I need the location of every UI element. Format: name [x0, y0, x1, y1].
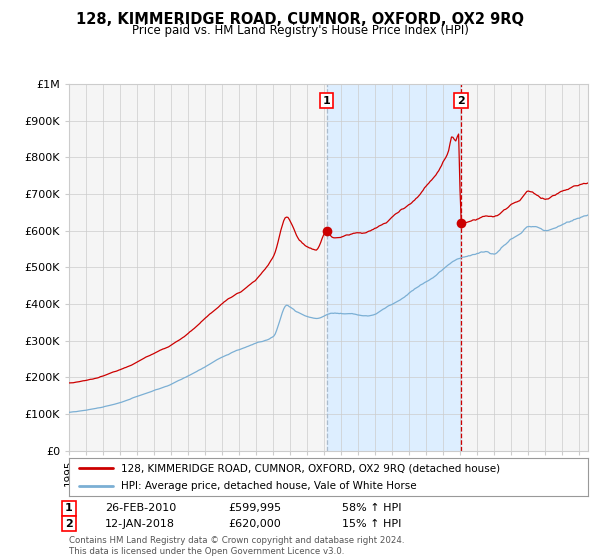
Text: 26-FEB-2010: 26-FEB-2010	[105, 503, 176, 514]
Text: 2: 2	[65, 519, 73, 529]
Text: £620,000: £620,000	[228, 519, 281, 529]
Text: 1: 1	[65, 503, 73, 514]
Text: Contains HM Land Registry data © Crown copyright and database right 2024.
This d: Contains HM Land Registry data © Crown c…	[69, 536, 404, 556]
Bar	[327, 84, 461, 451]
Text: £599,995: £599,995	[228, 503, 281, 514]
Text: 2: 2	[457, 96, 465, 105]
Text: 128, KIMMERIDGE ROAD, CUMNOR, OXFORD, OX2 9RQ (detached house): 128, KIMMERIDGE ROAD, CUMNOR, OXFORD, OX…	[121, 463, 500, 473]
Text: 1: 1	[323, 96, 331, 105]
Text: 58% ↑ HPI: 58% ↑ HPI	[342, 503, 401, 514]
Text: Price paid vs. HM Land Registry's House Price Index (HPI): Price paid vs. HM Land Registry's House …	[131, 24, 469, 37]
Text: 15% ↑ HPI: 15% ↑ HPI	[342, 519, 401, 529]
Text: HPI: Average price, detached house, Vale of White Horse: HPI: Average price, detached house, Vale…	[121, 481, 416, 491]
Text: 128, KIMMERIDGE ROAD, CUMNOR, OXFORD, OX2 9RQ: 128, KIMMERIDGE ROAD, CUMNOR, OXFORD, OX…	[76, 12, 524, 27]
Text: 12-JAN-2018: 12-JAN-2018	[105, 519, 175, 529]
